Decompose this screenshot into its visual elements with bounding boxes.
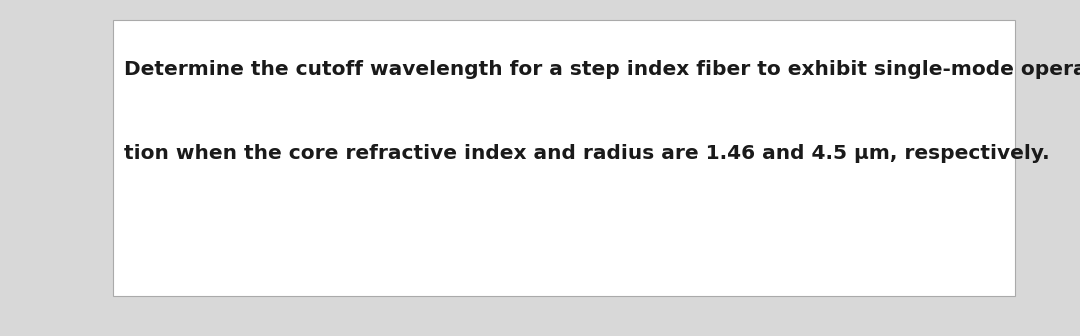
Text: Determine the cutoff wavelength for a step index fiber to exhibit single-mode op: Determine the cutoff wavelength for a st… — [124, 60, 1080, 80]
Text: tion when the core refractive index and radius are 1.46 and 4.5 μm, respectively: tion when the core refractive index and … — [124, 144, 1050, 164]
